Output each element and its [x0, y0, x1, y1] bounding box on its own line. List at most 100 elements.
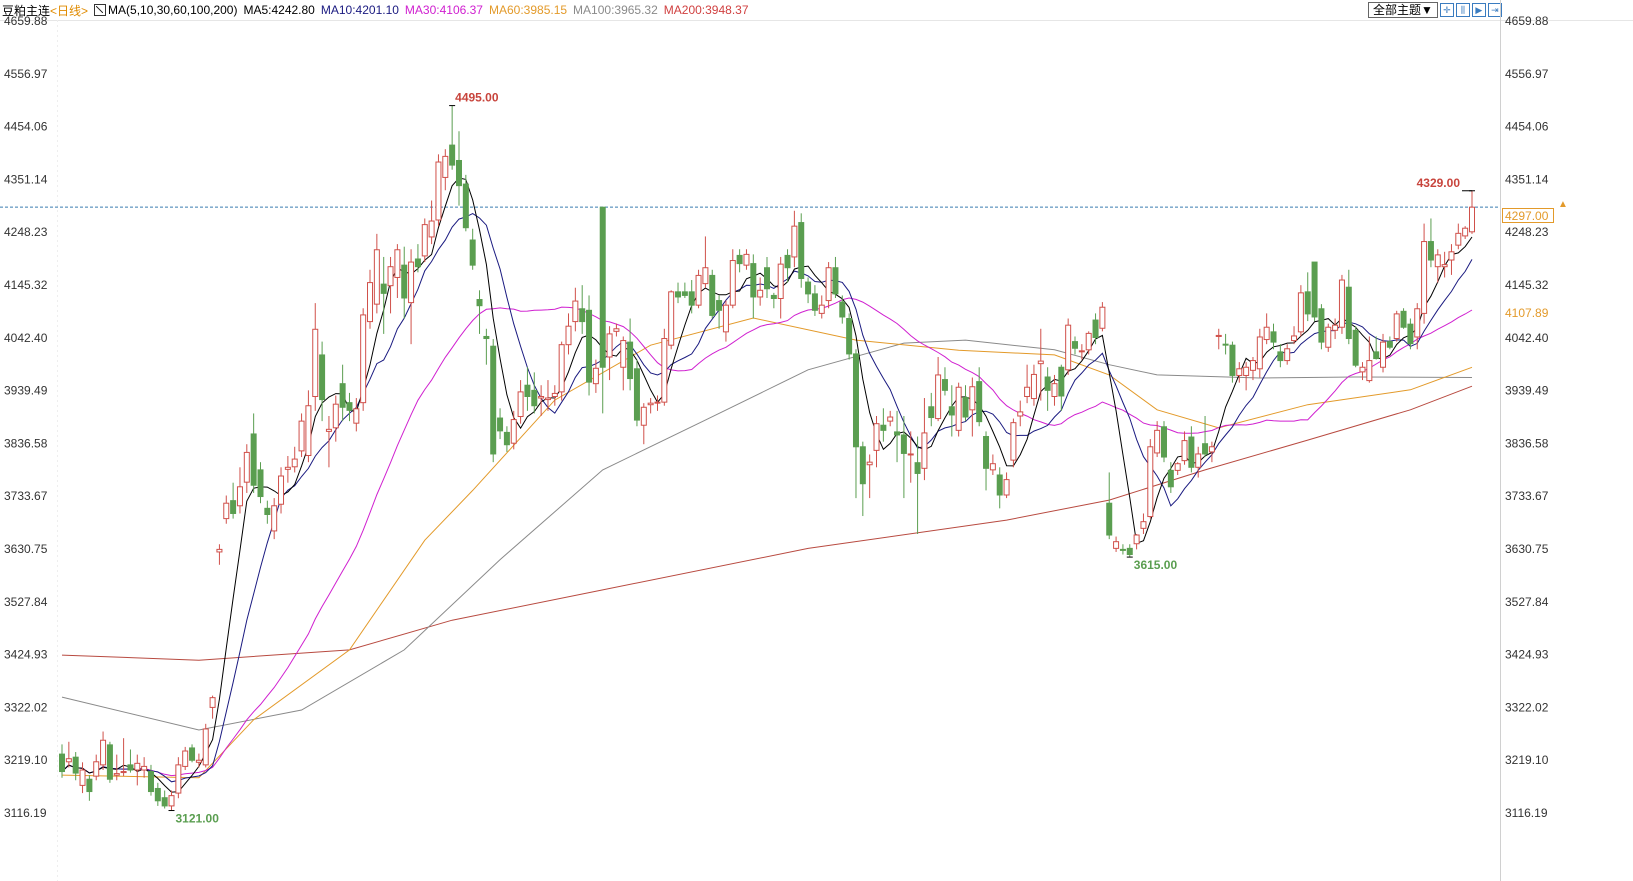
candle-body [880, 424, 887, 431]
right-axis-tick-label: 4454.06 [1505, 120, 1549, 134]
candle-down [455, 131, 462, 206]
candle-body [1188, 436, 1195, 468]
candle-body [223, 502, 230, 520]
candle-body [948, 406, 955, 416]
candle-down [633, 359, 640, 427]
ma200-value: MA200:3948.37 [663, 3, 749, 17]
right-axis-tick-label: 3733.67 [1505, 489, 1549, 503]
step-forward-icon[interactable]: ▶ [1471, 3, 1486, 17]
candle-down [784, 249, 791, 283]
candle-up [1284, 344, 1291, 365]
candle-body [976, 381, 983, 423]
candle-up [1037, 328, 1044, 401]
candle-body [1359, 366, 1366, 373]
candle-body [1092, 319, 1099, 338]
candle-body [695, 274, 702, 306]
candle-body [1373, 351, 1380, 360]
candle-down [736, 249, 743, 273]
ma5-value: MA5:4242.80 [243, 3, 315, 17]
instrument-title[interactable]: 豆粕主连 [2, 3, 51, 18]
candle-up [442, 149, 449, 191]
candle-down [770, 292, 777, 309]
candle-body [805, 281, 812, 295]
candle-up [1325, 323, 1332, 352]
candle-body [1448, 251, 1455, 261]
candle-down [1407, 318, 1414, 350]
candle-body [818, 304, 825, 314]
candle-down [250, 413, 257, 493]
candle-down [1345, 269, 1352, 345]
candle-body [72, 756, 79, 774]
candle-body [1003, 479, 1010, 496]
candle-up [291, 446, 298, 473]
candle-body [1434, 254, 1441, 268]
candle-body [353, 408, 360, 424]
crosshair-icon[interactable]: ✛ [1439, 3, 1454, 17]
candle-down [764, 256, 770, 298]
candle-up [1215, 328, 1222, 350]
candle-body [141, 765, 148, 771]
candle-up [818, 295, 825, 319]
candle-up [278, 467, 285, 514]
candle-down [476, 290, 483, 334]
candle-body [873, 423, 880, 451]
candle-down [852, 349, 859, 499]
candle-up [325, 415, 332, 468]
right-axis-tick-label: 4248.23 [1505, 225, 1549, 239]
candle-up [654, 395, 661, 411]
candle-up [209, 695, 216, 719]
candle-body [1010, 422, 1017, 461]
candle-body [476, 299, 483, 307]
candle-up [921, 398, 928, 481]
chart-toolbar: 全部主题▼ ✛ ⫼ ▶ ⇥ [1368, 2, 1502, 18]
candle-up [606, 326, 613, 381]
candle-up [284, 456, 291, 483]
candle-down [586, 295, 593, 396]
candle-body [1236, 368, 1243, 376]
candle-body [1277, 351, 1284, 362]
exit-icon[interactable]: ⇥ [1487, 3, 1502, 17]
candle-body [941, 379, 948, 391]
candle-body [271, 505, 278, 532]
candle-up [141, 757, 148, 778]
candle-body [291, 458, 298, 468]
theme-dropdown[interactable]: 全部主题▼ [1368, 2, 1438, 18]
candle-up [1140, 513, 1147, 534]
indicator-settings-icon[interactable] [94, 4, 107, 16]
candle-body [1202, 443, 1209, 455]
candle-up [1065, 318, 1072, 375]
candle-body [483, 335, 490, 340]
candle-body [661, 338, 668, 403]
ma60-line [61, 317, 1473, 779]
candle-body [86, 778, 93, 793]
period-selector[interactable]: <日线> [50, 3, 89, 18]
candle-down [1188, 426, 1195, 473]
left-axis-tick-label: 4042.40 [4, 331, 48, 345]
candle-down [469, 228, 476, 270]
candle-down [230, 482, 237, 519]
candle-down [1126, 544, 1133, 558]
candle-body [757, 289, 764, 298]
candle-body [996, 474, 1003, 496]
candle-up [517, 380, 524, 424]
candle-body [1407, 323, 1414, 345]
candle-body [1195, 453, 1202, 468]
candle-body [558, 344, 565, 393]
candle-body [770, 294, 777, 300]
candle-down [900, 415, 907, 499]
candle-body [1113, 541, 1120, 549]
candle-down [1229, 341, 1236, 383]
left-axis-tick-label: 4454.06 [4, 120, 48, 134]
left-axis-tick-label: 4351.14 [4, 172, 48, 186]
zoom-range-icon[interactable]: ⫼ [1455, 3, 1470, 17]
candle-up [1147, 439, 1154, 519]
candle-body [640, 406, 647, 426]
candle-down [1106, 472, 1113, 540]
candle-body [955, 386, 962, 431]
candle-body [428, 220, 435, 238]
left-axis-tick-label: 3630.75 [4, 542, 48, 556]
candle-body [832, 267, 839, 295]
candle-up [510, 410, 517, 450]
candle-up [271, 498, 278, 540]
